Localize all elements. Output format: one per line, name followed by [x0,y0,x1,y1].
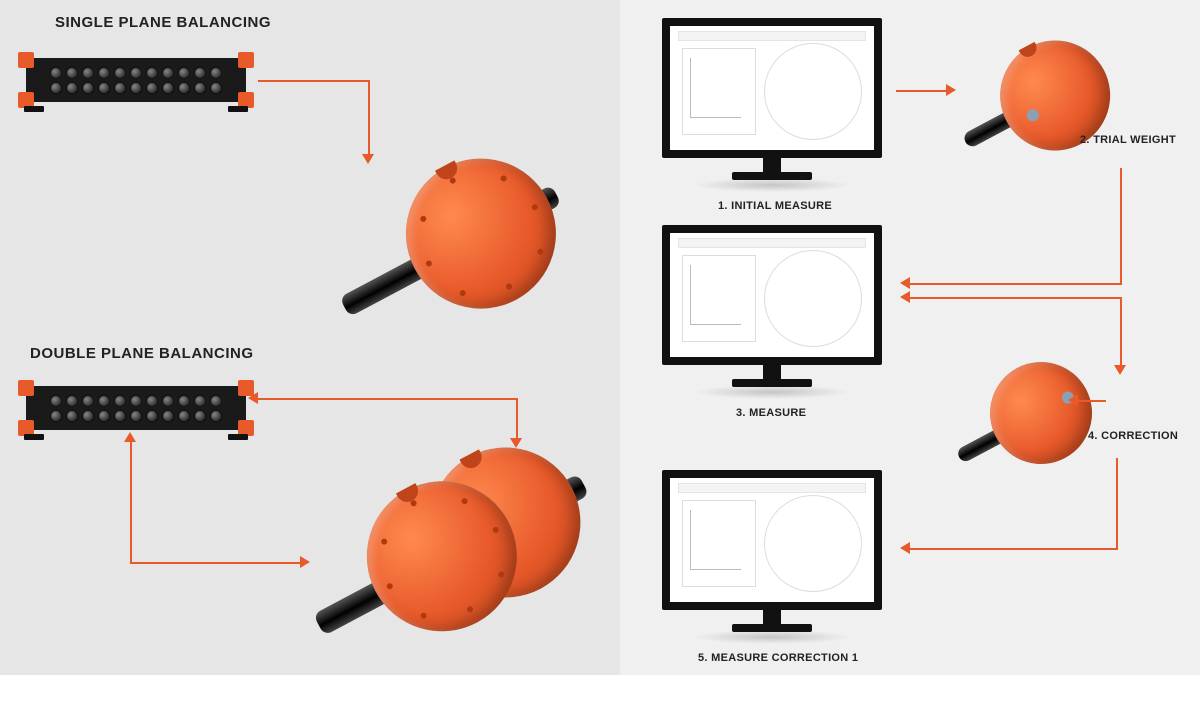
label-step1: 1. INITIAL MEASURE [718,200,832,212]
arrow-segment [258,80,370,82]
label-step3: 3. MEASURE [736,407,806,419]
monitor-screen [662,18,882,158]
line-chart-icon [682,48,755,135]
arrow-head-icon [124,432,136,442]
arrow-head-icon [1114,365,1126,375]
arrow-head-icon [1068,394,1078,406]
workflow-rotor-correction [931,329,1129,510]
arrow-segment [1120,297,1122,367]
arrow-head-icon [248,392,258,404]
arrow-head-icon [900,542,910,554]
daq-row [34,395,238,407]
monitor-step1 [652,18,892,196]
label-step5: 5. MEASURE CORRECTION 1 [698,652,858,664]
panel-workflow: 1. INITIAL MEASURE 2. TRIAL WEIGHT 3. ME… [620,0,1200,675]
arrow-segment [910,297,1122,299]
arrow-segment [1120,168,1122,283]
daq-body [26,386,246,430]
panel-balancing-types: SINGLE PLANE BALANCING [0,0,620,675]
heading-single-plane: SINGLE PLANE BALANCING [55,14,271,31]
monitor-step5 [652,470,892,648]
arrow-segment [910,283,1122,285]
monitor-step3 [652,225,892,403]
arrow-segment [258,398,518,400]
daq-row [34,410,238,422]
trial-mass-icon [1025,107,1041,123]
rotor-double-plane [272,387,648,713]
arrow-segment [1116,458,1118,548]
heading-double-plane: DOUBLE PLANE BALANCING [30,345,254,362]
arrow-segment [1078,400,1106,402]
arrow-head-icon [900,277,910,289]
arrow-head-icon [362,154,374,164]
daq-device-double [18,380,254,436]
arrow-segment [130,562,300,564]
arrow-segment [368,80,370,156]
arrow-head-icon [900,291,910,303]
polar-chart-icon [764,43,862,140]
label-step4: 4. CORRECTION [1088,430,1178,442]
label-step2: 2. TRIAL WEIGHT [1080,134,1176,146]
arrow-segment [910,548,1118,550]
arrow-segment [130,442,132,562]
daq-row [34,82,238,94]
workflow-rotor-trial [935,6,1146,201]
daq-device-single [18,52,254,108]
rotor-disc [379,132,582,335]
disc-notch [435,160,461,183]
rotor-single-plane [298,118,603,381]
daq-row [34,67,238,79]
daq-body [26,58,246,102]
